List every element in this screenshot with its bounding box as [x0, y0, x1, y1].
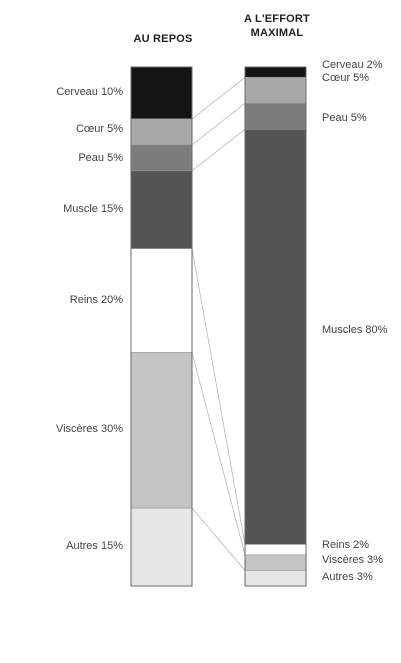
bar-segment-repos-muscle	[130, 170, 193, 249]
connector-line-peau	[191, 128, 246, 172]
label-repos-peau: Peau 5%	[78, 151, 123, 164]
connector-line-cerveau	[191, 77, 246, 120]
bar-segment-effort-peau	[244, 103, 307, 130]
bar-outline-effort	[244, 66, 307, 587]
label-repos-cerveau: Cerveau 10%	[56, 85, 123, 98]
bar-segment-effort-cerveau	[244, 66, 307, 78]
label-effort-cerveau: Cerveau 2%	[322, 59, 383, 71]
label-repos-muscle: Muscle 15%	[63, 202, 123, 215]
label-repos-visc-res: Viscères 30%	[55, 423, 123, 436]
label-repos-reins: Reins 20%	[69, 293, 123, 306]
bar-segment-repos-visc-res	[130, 352, 193, 509]
label-effort-muscle: Muscles 80%	[322, 324, 388, 336]
bar-segment-effort-muscle	[244, 128, 307, 545]
bar-segment-effort-autres	[244, 570, 307, 587]
bar-segment-effort-visc-res	[244, 554, 307, 571]
connector-line-muscle	[191, 248, 246, 545]
bar-segment-repos-reins	[130, 248, 193, 353]
connector-line-cœur	[191, 103, 246, 146]
right-column-title-line-2: MAXIMAL	[250, 27, 304, 39]
bar-segment-effort-c-ur	[244, 77, 307, 104]
bar-segment-repos-c-ur	[130, 118, 193, 146]
label-repos-c-ur: Cœur 5%	[75, 122, 123, 135]
label-effort-reins: Reins 2%	[322, 539, 370, 551]
connector-line-reins	[191, 352, 246, 555]
bar-segment-repos-peau	[130, 144, 193, 172]
label-effort-visc-res: Viscères 3%	[322, 554, 383, 566]
bar-segment-repos-autres	[130, 507, 193, 587]
right-column-title-line-1: A L'EFFORT	[244, 13, 310, 25]
label-repos-autres: Autres 15%	[66, 540, 123, 553]
bar-outline-repos	[130, 66, 193, 587]
bar-segment-effort-reins	[244, 544, 307, 556]
label-effort-autres: Autres 3%	[322, 571, 373, 583]
left-column-title: AU REPOS	[133, 33, 193, 45]
bar-segment-repos-cerveau	[130, 66, 193, 120]
connector-line-viscères	[191, 507, 246, 571]
label-effort-peau: Peau 5%	[322, 112, 367, 124]
label-effort-c-ur: Cœur 5%	[322, 72, 370, 84]
